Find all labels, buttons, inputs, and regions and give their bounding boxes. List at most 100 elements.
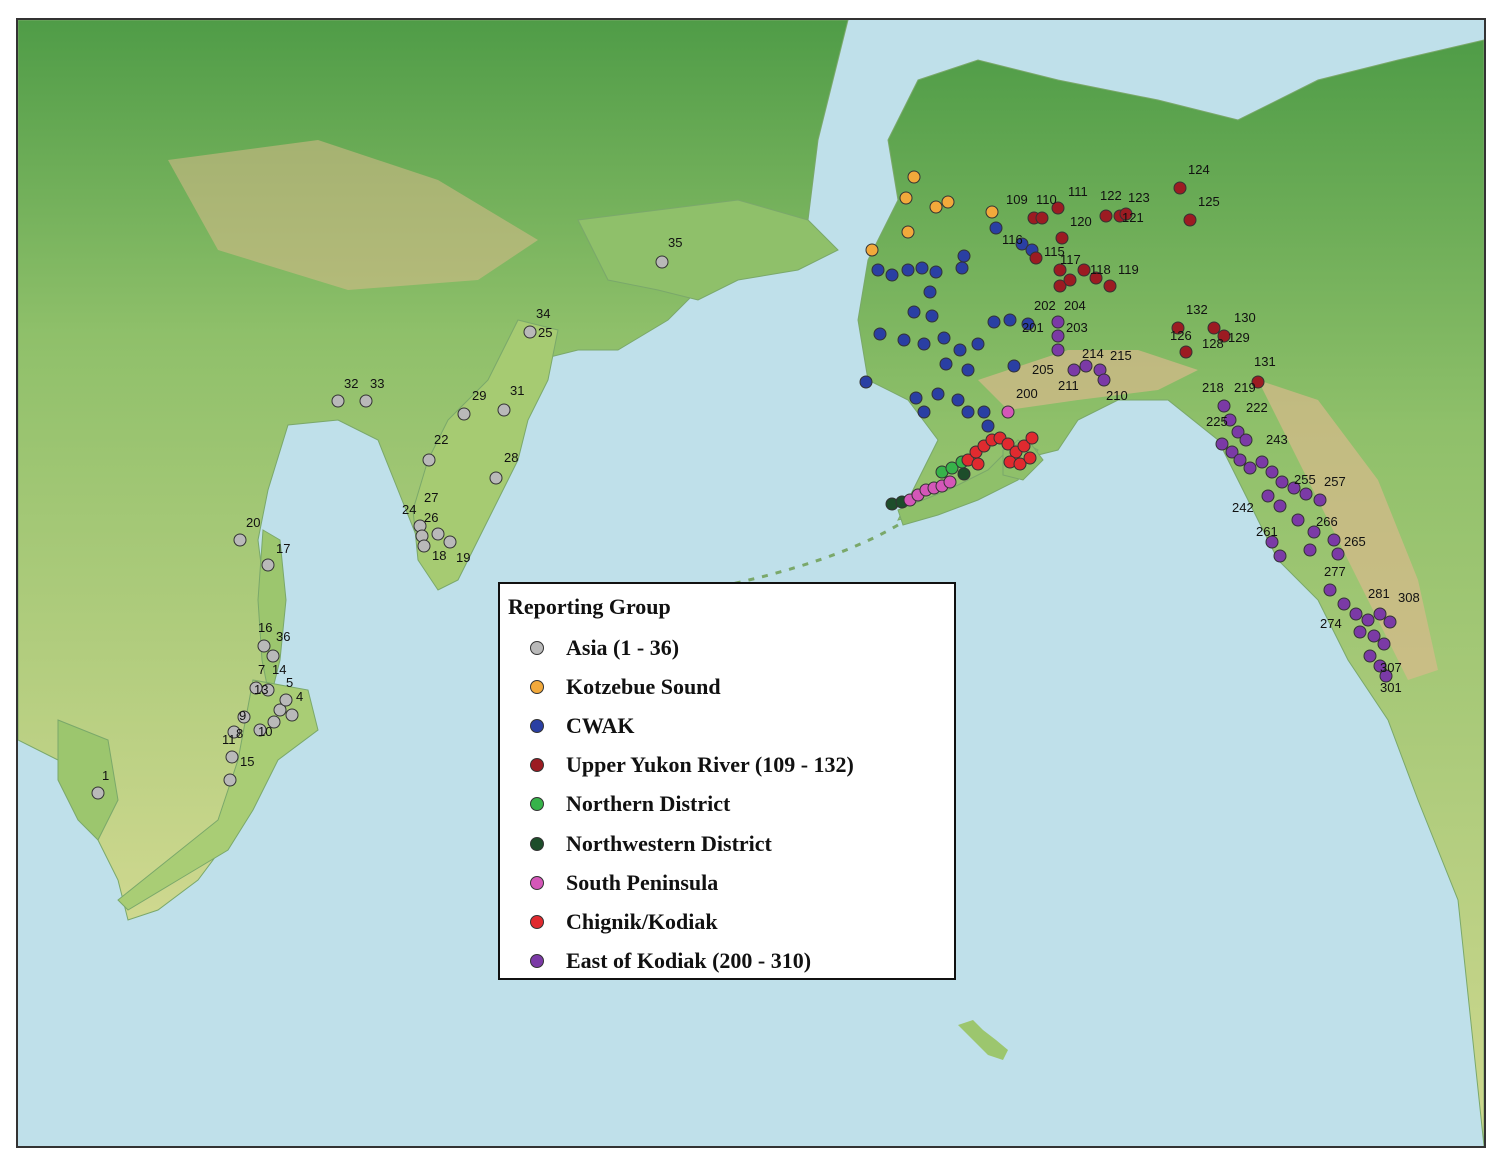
legend-item-kotzebue-sound[interactable]: Kotzebue Sound — [508, 667, 940, 706]
site-marker[interactable] — [1225, 445, 1239, 459]
site-marker[interactable] — [223, 773, 237, 787]
site-marker[interactable] — [1377, 637, 1391, 651]
site-marker[interactable] — [431, 527, 445, 541]
site-marker[interactable] — [1055, 231, 1069, 245]
site-marker[interactable] — [901, 263, 915, 277]
site-marker[interactable] — [1003, 313, 1017, 327]
site-marker[interactable] — [261, 558, 275, 572]
site-marker[interactable] — [523, 325, 537, 339]
site-marker[interactable] — [885, 268, 899, 282]
site-marker[interactable] — [943, 475, 957, 489]
site-marker[interactable] — [1103, 279, 1117, 293]
site-marker[interactable] — [1017, 439, 1031, 453]
site-marker[interactable] — [1273, 549, 1287, 563]
legend-item-asia[interactable]: Asia (1 - 36) — [508, 628, 940, 667]
site-marker[interactable] — [1367, 629, 1381, 643]
legend-item-northwestern-district[interactable]: Northwestern District — [508, 824, 940, 863]
site-marker[interactable] — [1327, 533, 1341, 547]
site-marker[interactable] — [273, 703, 287, 717]
site-marker[interactable] — [1089, 271, 1103, 285]
site-marker[interactable] — [931, 387, 945, 401]
site-marker[interactable] — [1383, 615, 1397, 629]
site-marker[interactable] — [941, 195, 955, 209]
site-marker[interactable] — [957, 467, 971, 481]
site-marker[interactable] — [915, 261, 929, 275]
site-marker[interactable] — [1119, 207, 1133, 221]
site-marker[interactable] — [1313, 493, 1327, 507]
site-marker[interactable] — [1029, 251, 1043, 265]
site-marker[interactable] — [1035, 211, 1049, 225]
site-marker[interactable] — [1363, 649, 1377, 663]
site-marker[interactable] — [1323, 583, 1337, 597]
site-marker[interactable] — [1053, 263, 1067, 277]
site-marker[interactable] — [261, 683, 275, 697]
site-marker[interactable] — [457, 407, 471, 421]
site-marker[interactable] — [1077, 263, 1091, 277]
site-marker[interactable] — [1265, 535, 1279, 549]
site-marker[interactable] — [1067, 363, 1081, 377]
site-marker[interactable] — [909, 391, 923, 405]
site-marker[interactable] — [907, 305, 921, 319]
site-marker[interactable] — [1349, 607, 1363, 621]
site-marker[interactable] — [907, 170, 921, 184]
site-marker[interactable] — [1207, 321, 1221, 335]
site-marker[interactable] — [1173, 181, 1187, 195]
site-marker[interactable] — [1015, 237, 1029, 251]
site-marker[interactable] — [1051, 343, 1065, 357]
site-marker[interactable] — [897, 333, 911, 347]
site-marker[interactable] — [929, 265, 943, 279]
site-marker[interactable] — [1303, 543, 1317, 557]
site-marker[interactable] — [981, 419, 995, 433]
site-marker[interactable] — [1025, 431, 1039, 445]
site-marker[interactable] — [1373, 659, 1387, 673]
site-marker[interactable] — [1007, 359, 1021, 373]
site-marker[interactable] — [939, 357, 953, 371]
site-marker[interactable] — [227, 725, 241, 739]
site-marker[interactable] — [1361, 613, 1375, 627]
site-marker[interactable] — [1233, 453, 1247, 467]
site-marker[interactable] — [1215, 437, 1229, 451]
site-marker[interactable] — [1051, 315, 1065, 329]
site-marker[interactable] — [1299, 487, 1313, 501]
site-marker[interactable] — [859, 375, 873, 389]
site-marker[interactable] — [1379, 669, 1393, 683]
site-marker[interactable] — [1179, 345, 1193, 359]
site-marker[interactable] — [961, 363, 975, 377]
site-marker[interactable] — [989, 221, 1003, 235]
site-marker[interactable] — [1353, 625, 1367, 639]
site-marker[interactable] — [1231, 425, 1245, 439]
site-marker[interactable] — [1265, 465, 1279, 479]
site-marker[interactable] — [1275, 475, 1289, 489]
site-marker[interactable] — [1337, 597, 1351, 611]
site-marker[interactable] — [417, 539, 431, 553]
site-marker[interactable] — [1287, 481, 1301, 495]
site-marker[interactable] — [359, 394, 373, 408]
site-marker[interactable] — [266, 649, 280, 663]
site-marker[interactable] — [1171, 321, 1185, 335]
site-marker[interactable] — [422, 453, 436, 467]
site-marker[interactable] — [987, 315, 1001, 329]
site-marker[interactable] — [443, 535, 457, 549]
site-marker[interactable] — [1051, 201, 1065, 215]
site-marker[interactable] — [937, 331, 951, 345]
site-marker[interactable] — [1099, 209, 1113, 223]
site-marker[interactable] — [1223, 413, 1237, 427]
site-marker[interactable] — [233, 533, 247, 547]
legend-item-cwak[interactable]: CWAK — [508, 706, 940, 745]
site-marker[interactable] — [225, 750, 239, 764]
site-marker[interactable] — [971, 457, 985, 471]
site-marker[interactable] — [1023, 451, 1037, 465]
site-marker[interactable] — [961, 405, 975, 419]
site-marker[interactable] — [955, 261, 969, 275]
site-marker[interactable] — [873, 327, 887, 341]
site-marker[interactable] — [253, 723, 267, 737]
legend-item-east-of-kodiak[interactable]: East of Kodiak (200 - 310) — [508, 942, 940, 981]
site-marker[interactable] — [1079, 359, 1093, 373]
legend-item-chignik-kodiak[interactable]: Chignik/Kodiak — [508, 902, 940, 941]
site-marker[interactable] — [953, 343, 967, 357]
site-marker[interactable] — [1021, 317, 1035, 331]
site-marker[interactable] — [977, 405, 991, 419]
site-marker[interactable] — [1217, 399, 1231, 413]
site-marker[interactable] — [257, 639, 271, 653]
legend-item-south-peninsula[interactable]: South Peninsula — [508, 863, 940, 902]
